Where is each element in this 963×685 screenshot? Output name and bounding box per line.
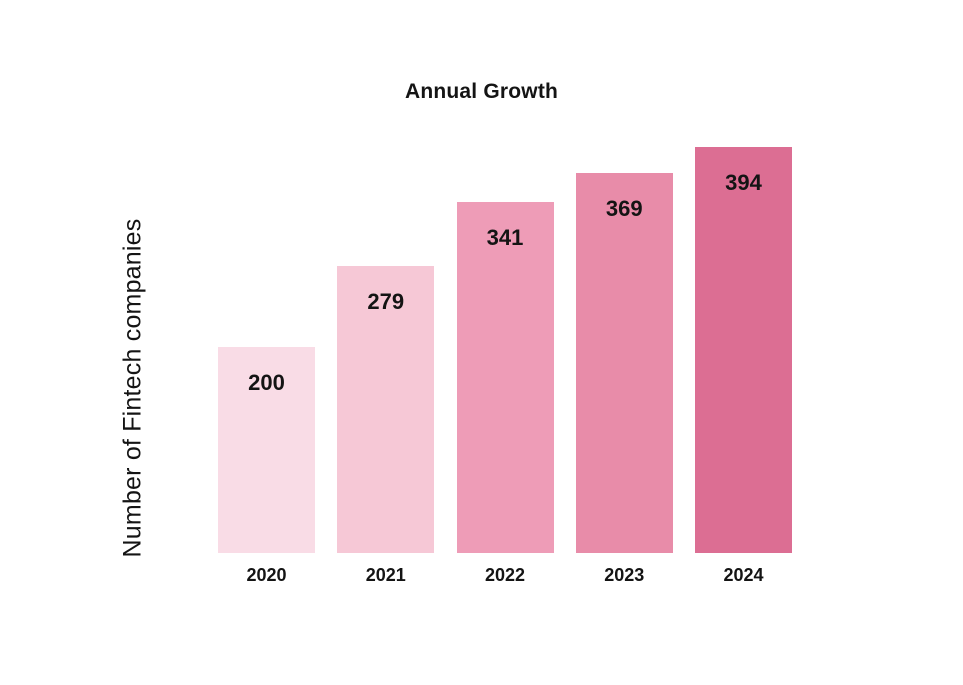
bar: 200 — [218, 347, 315, 553]
bar: 341 — [456, 202, 554, 553]
bar: 369 — [575, 173, 673, 553]
bar: 394 — [695, 147, 792, 553]
x-axis-tick-label: 2024 — [723, 565, 764, 585]
y-axis-label: Number of Fintech companies — [118, 218, 147, 558]
x-axis-tick-label: 2020 — [246, 565, 287, 585]
x-axis-tick-label: 2022 — [484, 565, 526, 585]
x-axis-tick-labels: 2020 2021 2022 2023 2024 — [218, 565, 792, 586]
bar-value-label: 394 — [725, 170, 762, 195]
x-axis-tick-label: 2023 — [604, 565, 645, 585]
bar: 279 — [337, 266, 435, 553]
bar-value-label: 200 — [248, 370, 285, 395]
chart-title: Annual Growth — [404, 80, 559, 103]
bar-value-label: 369 — [605, 196, 643, 221]
x-axis-tick-label: 2021 — [365, 565, 406, 585]
plot-area: 200 279 341 369 394 — [218, 0, 792, 553]
bar-value-label: 341 — [486, 225, 524, 250]
bar-value-label: 279 — [367, 289, 405, 314]
